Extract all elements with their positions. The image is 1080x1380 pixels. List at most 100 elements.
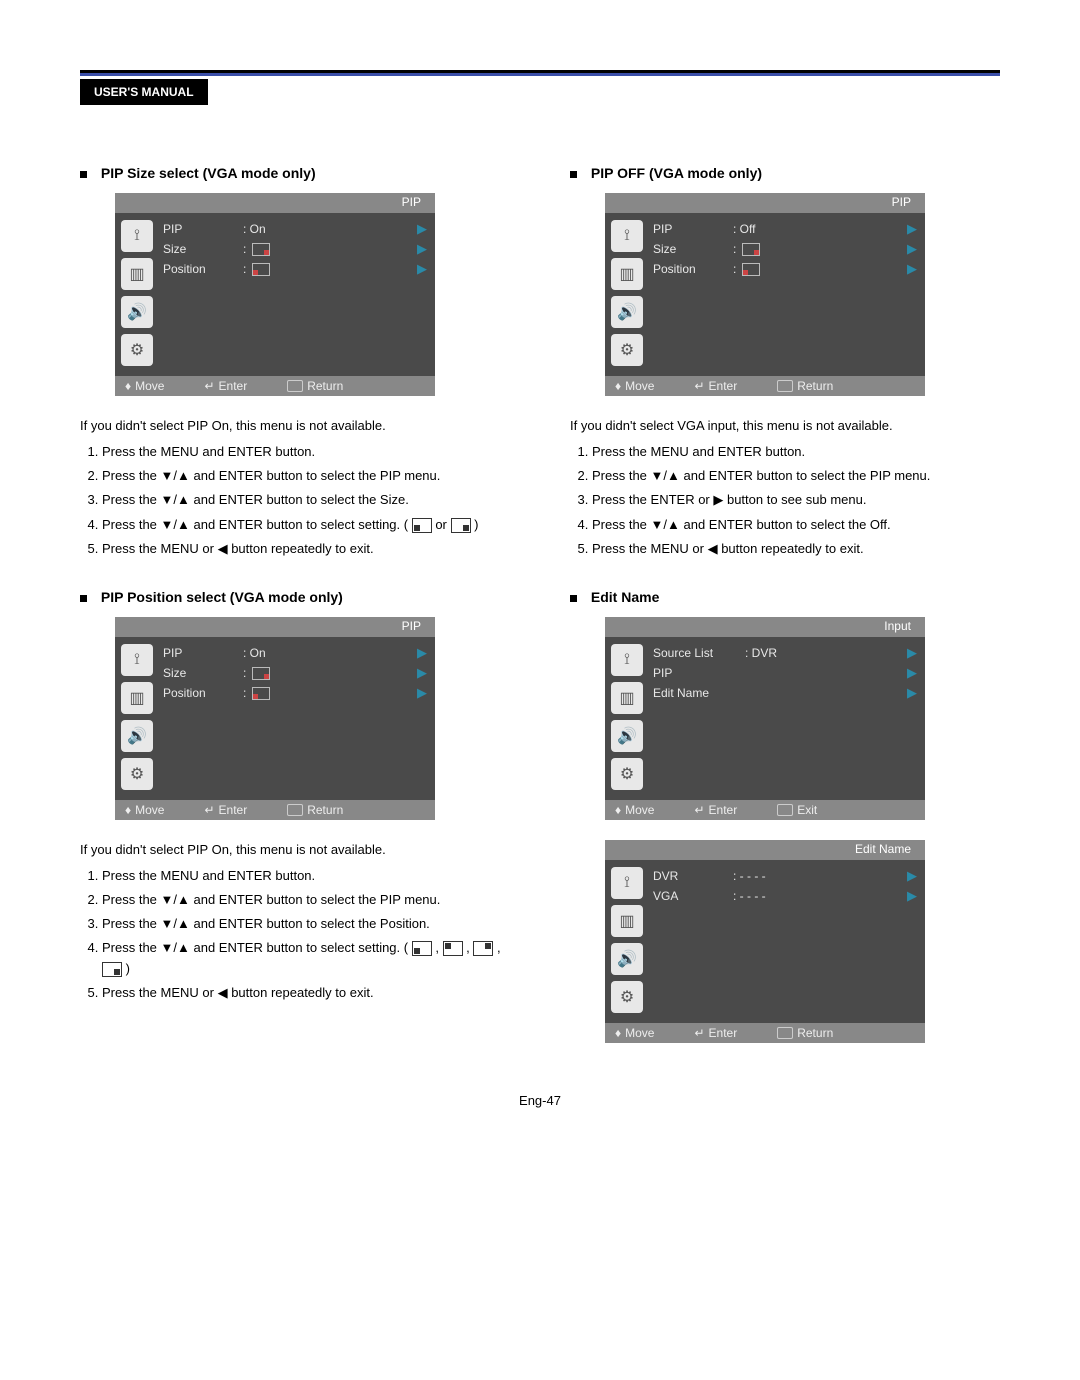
return-icon	[287, 804, 303, 816]
osd-header: Edit Name	[605, 840, 925, 860]
enter-hint: ↵ Enter	[204, 803, 247, 817]
return-icon	[777, 380, 793, 392]
osd-icon-column: ⟟ ▥ 🔊 ⚙	[605, 637, 649, 800]
enter-hint: ↵ Enter	[694, 803, 737, 817]
input-icon: ⟟	[121, 644, 153, 676]
section-title: Edit Name	[570, 589, 1000, 605]
osd-header-label: PIP	[892, 195, 911, 209]
step: Press the ▼/▲ and ENTER button to select…	[102, 490, 510, 510]
section-title-text: PIP OFF (VGA mode only)	[591, 165, 762, 181]
osd-row[interactable]: Position : ▶	[653, 259, 917, 279]
return-hint: Exit	[777, 803, 817, 817]
picture-icon: ▥	[121, 682, 153, 714]
setting-icon	[102, 962, 122, 977]
chevron-right-icon: ▶	[907, 221, 917, 237]
steps-list: Press the MENU and ENTER button. Press t…	[80, 442, 510, 559]
osd-items: PIP : On ▶ Size : ▶ Position : ▶	[159, 213, 435, 376]
pos-icon	[252, 687, 270, 700]
chevron-right-icon: ▶	[907, 645, 917, 661]
osd-row[interactable]: Position : ▶	[163, 259, 427, 279]
osd-value: :	[243, 666, 417, 680]
section-title: PIP Size select (VGA mode only)	[80, 165, 510, 181]
osd-label: Size	[163, 666, 243, 680]
return-icon	[777, 1027, 793, 1039]
chevron-right-icon: ▶	[907, 261, 917, 277]
osd-row[interactable]: Size : ▶	[163, 239, 427, 259]
instructions: If you didn't select PIP On, this menu i…	[80, 416, 510, 559]
osd-row[interactable]: Position : ▶	[163, 683, 427, 703]
osd-body: ⟟ ▥ 🔊 ⚙ PIP : On ▶ Size :	[115, 213, 435, 376]
section-title: PIP OFF (VGA mode only)	[570, 165, 1000, 181]
osd-value: : On	[243, 222, 417, 236]
chevron-right-icon: ▶	[417, 685, 427, 701]
chevron-right-icon: ▶	[907, 888, 917, 904]
osd-row[interactable]: PIP : Off ▶	[653, 219, 917, 239]
osd-items: DVR : - - - - ▶ VGA : - - - - ▶	[649, 860, 925, 1023]
osd-footer: ♦ Move ↵ Enter Return	[115, 800, 435, 820]
osd-panel: PIP ⟟ ▥ 🔊 ⚙ PIP : On ▶	[115, 193, 435, 396]
chevron-right-icon: ▶	[907, 868, 917, 884]
intro-text: If you didn't select PIP On, this menu i…	[80, 416, 510, 436]
intro-text: If you didn't select VGA input, this men…	[570, 416, 1000, 436]
osd-value: :	[733, 262, 907, 276]
osd-footer: ♦ Move ↵ Enter Exit	[605, 800, 925, 820]
left-column: PIP Size select (VGA mode only) PIP ⟟ ▥ …	[80, 165, 510, 1063]
step: Press the MENU and ENTER button.	[102, 442, 510, 462]
right-column: PIP OFF (VGA mode only) PIP ⟟ ▥ 🔊 ⚙ PIP	[570, 165, 1000, 1063]
step: Press the ▼/▲ and ENTER button to select…	[102, 466, 510, 486]
chevron-right-icon: ▶	[417, 241, 427, 257]
instructions: If you didn't select PIP On, this menu i…	[80, 840, 510, 1003]
chevron-right-icon: ▶	[907, 665, 917, 681]
chevron-right-icon: ▶	[417, 221, 427, 237]
osd-row[interactable]: Size : ▶	[653, 239, 917, 259]
steps-list: Press the MENU and ENTER button. Press t…	[80, 866, 510, 1003]
osd-row[interactable]: VGA : - - - - ▶	[653, 886, 917, 906]
osd-value: :	[733, 242, 907, 256]
input-icon: ⟟	[121, 220, 153, 252]
setting-icon	[412, 941, 432, 956]
osd-value: :	[243, 686, 417, 700]
setup-icon: ⚙	[121, 758, 153, 790]
pos-icon	[252, 263, 270, 276]
input-icon: ⟟	[611, 220, 643, 252]
move-hint: ♦ Move	[125, 379, 164, 393]
osd-row[interactable]: Edit Name ▶	[653, 683, 917, 703]
move-hint: ♦ Move	[615, 1026, 654, 1040]
chevron-right-icon: ▶	[417, 665, 427, 681]
section-title: PIP Position select (VGA mode only)	[80, 589, 510, 605]
osd-header-label: Input	[884, 619, 911, 633]
setup-icon: ⚙	[611, 981, 643, 1013]
bullet-icon	[80, 595, 87, 602]
osd-panel: Edit Name ⟟ ▥ 🔊 ⚙ DVR : - - - - ▶	[605, 840, 925, 1043]
osd-value: :	[243, 262, 417, 276]
osd-label: VGA	[653, 889, 733, 903]
osd-value: : On	[243, 646, 417, 660]
osd-label: Position	[163, 262, 243, 276]
osd-row[interactable]: PIP : On ▶	[163, 219, 427, 239]
input-icon: ⟟	[611, 867, 643, 899]
return-hint: Return	[777, 1026, 833, 1040]
osd-row[interactable]: DVR : - - - - ▶	[653, 866, 917, 886]
picture-icon: ▥	[611, 905, 643, 937]
osd-panel: Input ⟟ ▥ 🔊 ⚙ Source List : DVR ▶	[605, 617, 925, 820]
chevron-right-icon: ▶	[907, 685, 917, 701]
osd-label: PIP	[163, 646, 243, 660]
step: Press the ENTER or ▶ button to see sub m…	[592, 490, 1000, 510]
step: Press the ▼/▲ and ENTER button to select…	[102, 515, 510, 535]
osd-row[interactable]: Source List : DVR ▶	[653, 643, 917, 663]
osd-footer: ♦ Move ↵ Enter Return	[115, 376, 435, 396]
osd-row[interactable]: Size : ▶	[163, 663, 427, 683]
osd-value: : Off	[733, 222, 907, 236]
bullet-icon	[80, 171, 87, 178]
move-hint: ♦ Move	[615, 803, 654, 817]
osd-value: : - - - -	[733, 869, 907, 883]
osd-label: Position	[163, 686, 243, 700]
chevron-right-icon: ▶	[417, 261, 427, 277]
osd-row[interactable]: PIP : On ▶	[163, 643, 427, 663]
return-hint: Return	[287, 803, 343, 817]
osd-icon-column: ⟟ ▥ 🔊 ⚙	[605, 860, 649, 1023]
osd-label: Size	[163, 242, 243, 256]
osd-value: :	[243, 242, 417, 256]
osd-row[interactable]: PIP ▶	[653, 663, 917, 683]
osd-body: ⟟ ▥ 🔊 ⚙ Source List : DVR ▶ PIP	[605, 637, 925, 800]
